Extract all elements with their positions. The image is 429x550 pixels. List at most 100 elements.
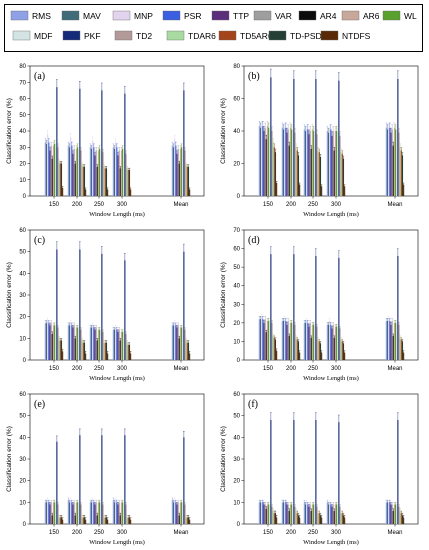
legend-swatch bbox=[320, 30, 339, 41]
x-tick-label: Mean bbox=[173, 530, 188, 536]
legend-label: TD2 bbox=[136, 31, 152, 41]
y-tick-label: 50 bbox=[233, 414, 240, 420]
bar-ttp-300 bbox=[117, 155, 119, 196]
bar-ntdfs-150 bbox=[62, 187, 64, 196]
bar-mdf-mean bbox=[396, 131, 398, 196]
bar-td2-200 bbox=[294, 132, 296, 196]
bar-mnp-300 bbox=[115, 327, 117, 360]
bar-pkf-250 bbox=[101, 90, 103, 196]
bar-ar6-250 bbox=[311, 504, 313, 524]
bar-ntdfs-mean bbox=[189, 189, 191, 196]
bar-td-psd-300 bbox=[128, 517, 131, 524]
legend-label: PSR bbox=[184, 11, 201, 21]
y-tick-label: 40 bbox=[19, 271, 26, 277]
y-tick-label: 30 bbox=[19, 457, 26, 463]
y-axis-label: Classification error (%) bbox=[6, 426, 13, 492]
bar-td5ar6-300 bbox=[127, 344, 129, 360]
bar-psr-250 bbox=[307, 322, 309, 360]
bar-mav-250 bbox=[304, 322, 307, 360]
bar-mnp-200 bbox=[284, 502, 286, 524]
bar-ar6-150 bbox=[52, 145, 54, 196]
bar-td2-250 bbox=[102, 331, 104, 360]
bar-ar4-200 bbox=[74, 163, 76, 196]
bar-ar6-300 bbox=[334, 131, 336, 196]
bar-rms-300 bbox=[326, 324, 328, 360]
x-tick-label: Mean bbox=[387, 366, 402, 372]
bar-td2-mean bbox=[184, 329, 186, 360]
legend-item-wl: WL bbox=[382, 10, 417, 21]
x-tick-label: 150 bbox=[263, 202, 274, 208]
bar-mnp-250 bbox=[92, 140, 94, 196]
bar-mav-250 bbox=[304, 131, 307, 196]
bar-mdf-300 bbox=[337, 506, 339, 524]
y-axis-label: Classification error (%) bbox=[220, 426, 227, 492]
bar-psr-150 bbox=[48, 142, 50, 196]
bar-ar4-300 bbox=[119, 515, 121, 524]
bar-ttp-mean bbox=[176, 504, 178, 524]
bar-td2-200 bbox=[294, 506, 296, 524]
bar-psr-300 bbox=[330, 504, 332, 524]
bar-ttp-mean bbox=[176, 327, 178, 360]
legend-item-td5ar6: TD5AR6 bbox=[218, 30, 273, 41]
bar-ttp-200 bbox=[72, 504, 74, 524]
bar-td5ar6-200 bbox=[296, 150, 298, 196]
chart-panels: 0 10 20 30 40 50 60 70 80 150 200 250 300 Mean Window … bbox=[0, 58, 429, 550]
legend-label: VAR bbox=[275, 11, 292, 21]
bar-mnp-200 bbox=[70, 323, 72, 360]
bar-rms-150 bbox=[44, 323, 46, 360]
bar-psr-150 bbox=[48, 323, 50, 360]
bar-mdf-250 bbox=[100, 152, 102, 196]
bar-ar4-250 bbox=[310, 511, 312, 524]
bar-ttp-150 bbox=[49, 150, 51, 196]
bar-mnp-mean bbox=[174, 500, 176, 524]
x-tick-label: 150 bbox=[263, 530, 274, 536]
bar-ar6-250 bbox=[97, 329, 99, 360]
bar-psr-150 bbox=[262, 126, 264, 196]
bar-ttp-mean bbox=[176, 153, 178, 196]
bar-mdf-250 bbox=[314, 506, 316, 524]
bar-rms-150 bbox=[258, 502, 260, 524]
bar-ar6-300 bbox=[334, 504, 336, 524]
bar-wl-200 bbox=[291, 322, 293, 360]
bar-mdf-150 bbox=[269, 506, 271, 524]
x-tick-label: 150 bbox=[49, 530, 60, 536]
x-tick-label: Mean bbox=[387, 202, 402, 208]
bar-rms-200 bbox=[67, 145, 69, 196]
bar-psr-150 bbox=[262, 502, 264, 524]
legend-item-pkf: PKF bbox=[62, 30, 101, 41]
bar-td5ar6-300 bbox=[341, 341, 343, 360]
bar-ar6-200 bbox=[75, 327, 77, 360]
bar-psr-200 bbox=[71, 502, 73, 524]
legend-item-td2: TD2 bbox=[114, 30, 152, 41]
bar-pkf-200 bbox=[79, 88, 81, 196]
bar-td5ar6-150 bbox=[273, 337, 275, 360]
bar-tdar6-mean bbox=[185, 165, 187, 196]
y-axis-label: Classification error (%) bbox=[220, 98, 227, 164]
bar-td-psd-250 bbox=[105, 342, 108, 360]
bar-mav-200 bbox=[282, 321, 285, 360]
bar-rms-200 bbox=[67, 325, 69, 360]
bar-psr-300 bbox=[116, 329, 118, 360]
bar-var-150 bbox=[264, 319, 266, 360]
legend-label: MNP bbox=[134, 11, 153, 21]
bar-tdar6-150 bbox=[272, 511, 274, 524]
legend-swatch bbox=[218, 30, 237, 41]
bar-var-300 bbox=[332, 131, 334, 196]
legend-swatch bbox=[10, 10, 29, 21]
bar-td-psd-250 bbox=[105, 517, 108, 524]
bar-ttp-250 bbox=[308, 134, 310, 196]
bar-td2-150 bbox=[57, 147, 59, 196]
chart-panel-0: 0 10 20 30 40 50 60 70 80 150 200 250 300 Mean Window … bbox=[6, 64, 205, 218]
bar-mdf-300 bbox=[337, 132, 339, 196]
bar-wl-300 bbox=[122, 502, 124, 524]
bar-mnp-150 bbox=[47, 321, 49, 360]
x-tick-label: Mean bbox=[173, 202, 188, 208]
bar-ttp-300 bbox=[117, 504, 119, 524]
bar-ar4-200 bbox=[74, 338, 76, 360]
bar-wl-150 bbox=[268, 504, 270, 524]
bar-ttp-mean bbox=[390, 504, 392, 524]
legend-swatch bbox=[298, 10, 317, 21]
bar-rms-300 bbox=[112, 147, 114, 196]
bar-mnp-200 bbox=[284, 319, 286, 360]
x-axis-label: Window Length (ms) bbox=[89, 375, 145, 382]
